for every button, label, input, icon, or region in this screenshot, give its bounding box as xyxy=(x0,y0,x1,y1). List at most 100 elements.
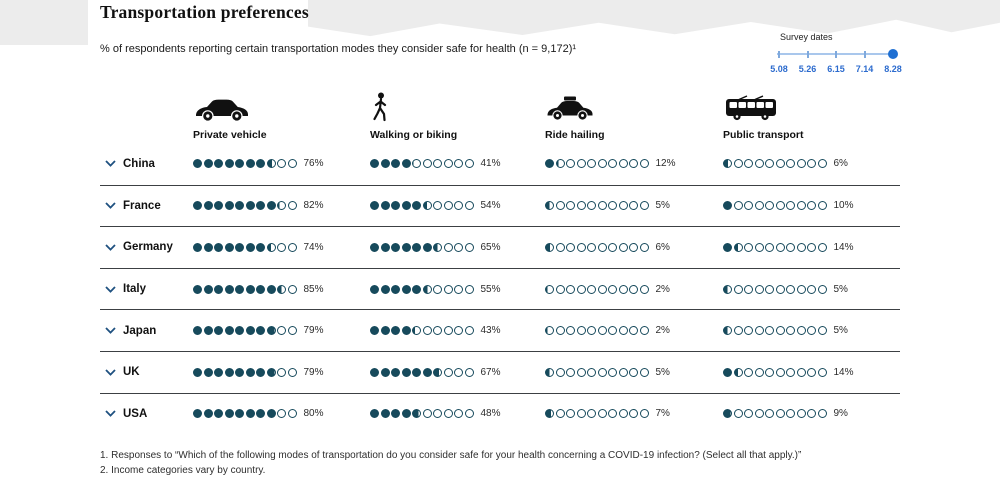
dot-full xyxy=(391,201,400,211)
country-expander[interactable]: Japan xyxy=(100,325,193,337)
slider-track[interactable] xyxy=(777,49,898,59)
value-percent: 82% xyxy=(303,200,324,212)
dot-empty xyxy=(464,284,474,294)
slider-date-label[interactable]: 6.15 xyxy=(827,64,845,74)
dot-full xyxy=(193,242,202,252)
value-cell: 48% xyxy=(370,408,545,419)
dot-gauge xyxy=(723,242,827,252)
dot-empty xyxy=(765,284,774,294)
country-expander[interactable]: Italy xyxy=(100,283,193,295)
country-expander[interactable]: France xyxy=(100,200,193,212)
value-cell: 2% xyxy=(545,325,723,336)
value-cell: 82% xyxy=(193,200,370,211)
value-percent: 6% xyxy=(833,158,848,170)
column-private-vehicle: Private vehicle xyxy=(193,96,370,144)
chevron-down-icon[interactable] xyxy=(105,202,116,210)
dot-full xyxy=(214,159,223,169)
dot-empty xyxy=(454,242,463,252)
dot-full xyxy=(235,284,244,294)
dot-full xyxy=(256,409,265,419)
dot-full xyxy=(412,284,421,294)
dot-empty xyxy=(454,367,463,377)
dot-partial xyxy=(545,367,554,377)
dot-full xyxy=(193,159,202,169)
dot-empty xyxy=(744,326,753,336)
dot-full xyxy=(235,201,244,211)
dot-full xyxy=(235,367,244,377)
country-row-usa: USA 80% 48% 7% 9% xyxy=(100,392,900,435)
dot-full xyxy=(723,242,732,252)
dot-empty xyxy=(639,159,649,169)
chevron-down-icon[interactable] xyxy=(105,244,116,251)
value-cell: 41% xyxy=(370,158,545,169)
dot-empty xyxy=(587,367,596,377)
dot-empty xyxy=(287,284,297,294)
dot-empty xyxy=(597,326,607,336)
slider-tick[interactable] xyxy=(806,50,809,58)
chevron-down-icon[interactable] xyxy=(105,160,116,168)
slider-tick[interactable] xyxy=(863,50,866,58)
dot-gauge xyxy=(370,201,474,211)
taxi-icon xyxy=(547,96,593,120)
dot-full xyxy=(412,367,421,377)
value-cell: 79% xyxy=(193,367,370,378)
value-cell: 54% xyxy=(370,200,545,211)
country-expander[interactable]: USA xyxy=(100,408,193,420)
survey-date-slider[interactable]: Survey dates 5.08 5.26 6.15 7.14 8.28 xyxy=(770,32,902,76)
dot-empty xyxy=(817,284,827,294)
value-percent: 67% xyxy=(480,366,501,378)
slider-label: Survey dates xyxy=(780,32,833,42)
dot-empty xyxy=(775,409,785,419)
value-percent: 65% xyxy=(480,241,501,253)
dot-full xyxy=(380,326,390,336)
country-expander[interactable]: China xyxy=(100,158,193,170)
dot-full xyxy=(266,201,276,211)
dot-gauge xyxy=(370,326,474,336)
dot-full xyxy=(224,201,234,211)
dot-full xyxy=(193,367,202,377)
slider-tick[interactable] xyxy=(835,50,837,58)
dot-full xyxy=(245,242,255,252)
dot-full xyxy=(256,201,265,211)
dot-empty xyxy=(807,367,816,377)
country-row-japan: Japan 79% 43% 2% 5% xyxy=(100,309,900,351)
dot-empty xyxy=(433,326,442,336)
dot-empty xyxy=(754,159,764,169)
dot-full xyxy=(235,159,244,169)
dot-empty xyxy=(775,201,785,211)
country-expander[interactable]: Germany xyxy=(100,241,193,253)
country-expander[interactable]: UK xyxy=(100,366,193,378)
country-name: Italy xyxy=(123,283,147,296)
dot-empty xyxy=(775,159,785,169)
dot-empty xyxy=(587,201,596,211)
dot-empty xyxy=(744,409,753,419)
slider-date-label[interactable]: 8.28 xyxy=(884,64,902,74)
chevron-down-icon[interactable] xyxy=(105,327,116,335)
chevron-down-icon[interactable] xyxy=(105,410,116,418)
dot-empty xyxy=(576,367,586,377)
dot-empty xyxy=(287,367,297,377)
chevron-down-icon[interactable] xyxy=(105,369,116,376)
dot-empty xyxy=(443,367,453,377)
dot-full xyxy=(370,367,379,377)
slider-date-label[interactable]: 7.14 xyxy=(855,64,874,74)
dot-full xyxy=(245,409,255,419)
header-spacer xyxy=(100,141,193,144)
chevron-down-icon[interactable] xyxy=(105,285,116,293)
slider-date-label[interactable]: 5.26 xyxy=(798,64,817,74)
dot-full xyxy=(370,409,379,419)
value-cell: 5% xyxy=(545,200,723,211)
dot-full xyxy=(224,409,234,419)
slider-date-label[interactable]: 5.08 xyxy=(770,64,788,74)
dot-full xyxy=(256,242,265,252)
dot-empty xyxy=(597,242,607,252)
dot-empty xyxy=(639,326,649,336)
dot-full xyxy=(245,159,255,169)
slider-tick[interactable] xyxy=(778,50,780,58)
value-percent: 2% xyxy=(655,283,670,295)
dot-empty xyxy=(597,284,607,294)
car-icon xyxy=(196,99,248,121)
slider-handle[interactable] xyxy=(888,49,898,59)
dot-empty xyxy=(754,284,764,294)
dot-partial xyxy=(723,284,732,294)
